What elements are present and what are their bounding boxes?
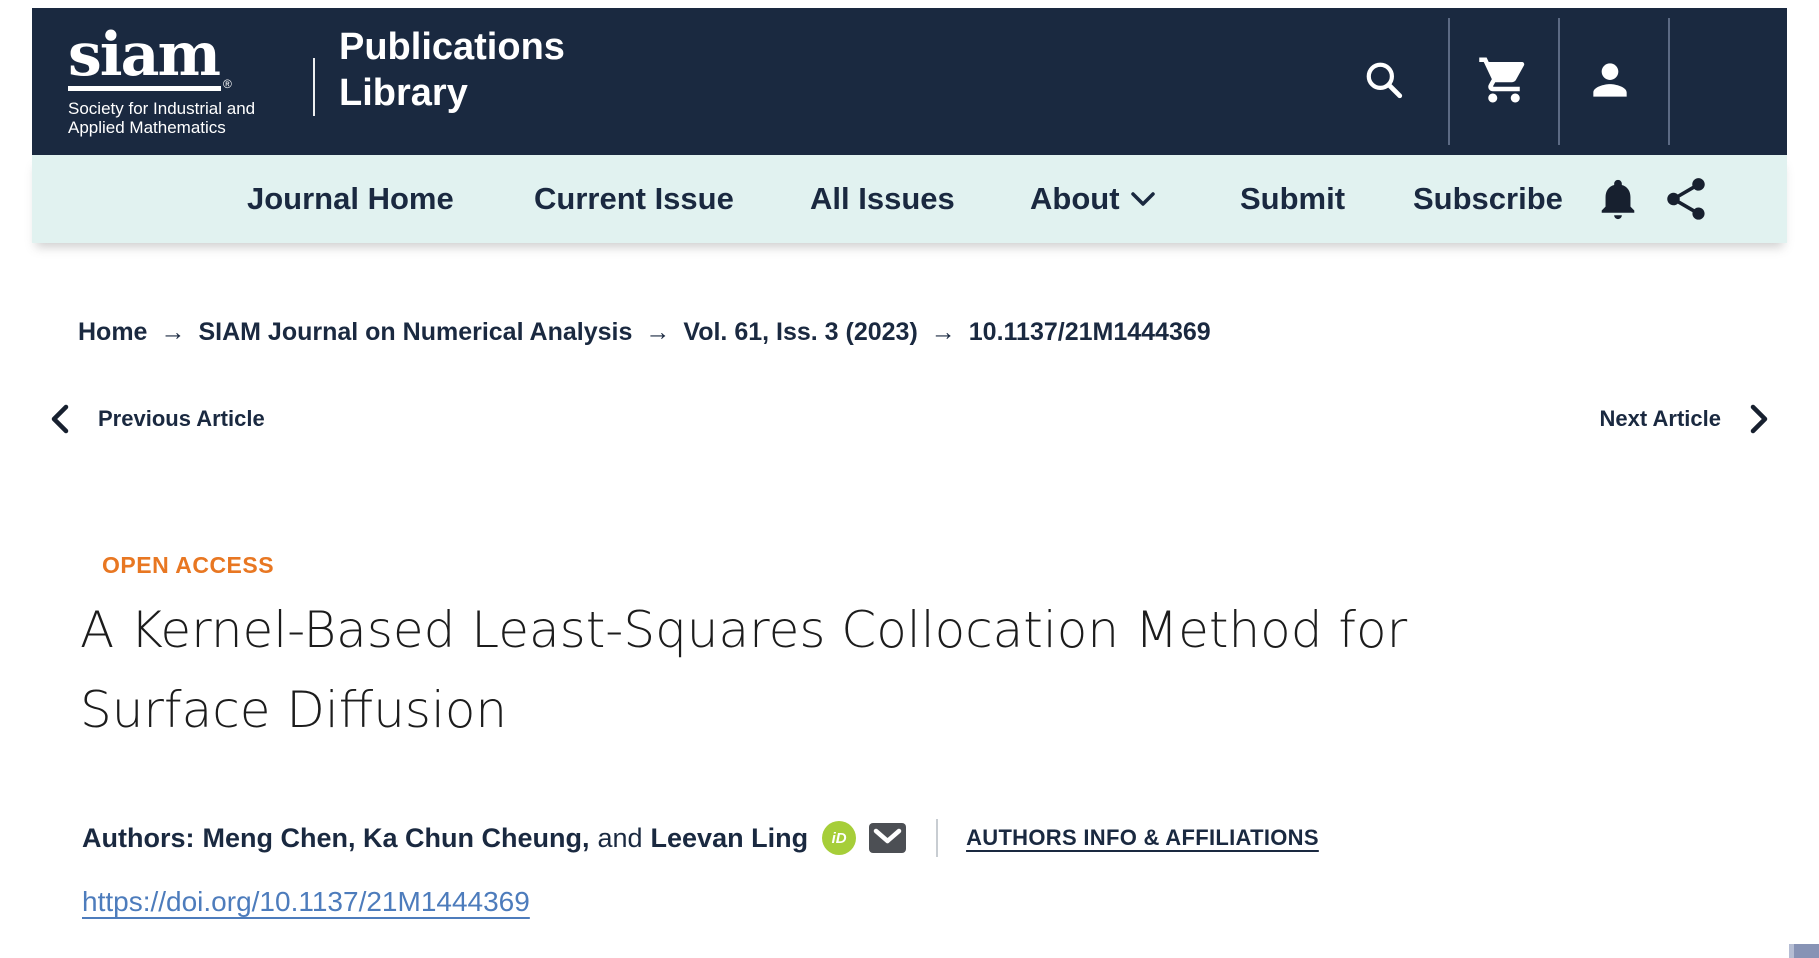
user-icon — [1585, 55, 1635, 105]
next-article-label: Next Article — [1599, 406, 1721, 431]
article-title: A Kernel-Based Least-Squares Collocation… — [80, 590, 1580, 750]
chevron-down-icon — [1130, 191, 1156, 207]
search-button[interactable] — [1360, 56, 1408, 104]
previous-article-label: Previous Article — [98, 406, 265, 431]
siam-logo[interactable]: siam ® Society for Industrial and Applied… — [68, 20, 256, 137]
chevron-right-icon — [1749, 404, 1770, 434]
envelope-icon — [869, 823, 907, 853]
logo-divider — [313, 58, 315, 116]
share-button[interactable] — [1661, 155, 1711, 243]
breadcrumb: Home → SIAM Journal on Numerical Analysi… — [78, 318, 1211, 347]
nav-label: Subscribe — [1413, 181, 1563, 216]
authors-conjunction: and — [597, 822, 643, 853]
article-title-line2: Surface Diffusion — [80, 681, 508, 739]
article-title-line1: A Kernel-Based Least-Squares Collocation… — [80, 601, 1408, 659]
site-title-link[interactable]: Publications Library — [339, 24, 565, 116]
breadcrumb-arrow-icon: → — [160, 318, 186, 346]
authors-divider — [936, 819, 939, 857]
share-icon — [1661, 174, 1711, 224]
chevron-left-icon — [49, 404, 70, 434]
doi-link[interactable]: https://doi.org/10.1137/21M1444369 — [82, 886, 530, 917]
breadcrumb-arrow-icon: → — [645, 318, 671, 346]
nav-subscribe[interactable]: Subscribe — [1413, 155, 1563, 243]
breadcrumb-issue[interactable]: Vol. 61, Iss. 3 (2023) — [683, 318, 918, 346]
site-title-line1: Publications — [339, 26, 565, 68]
cart-button[interactable] — [1476, 52, 1532, 108]
search-icon — [1362, 58, 1406, 102]
bell-icon — [1595, 174, 1641, 224]
header-icon-divider — [1448, 18, 1450, 145]
cart-icon — [1477, 53, 1531, 107]
email-author-button[interactable] — [869, 823, 907, 853]
header-band: siam ® Society for Industrial and Applied… — [32, 8, 1787, 243]
header-icon-divider — [1558, 18, 1560, 145]
breadcrumb-doi-current: 10.1137/21M1444369 — [968, 318, 1211, 346]
nav-label: Current Issue — [534, 181, 734, 216]
open-access-badge: OPEN ACCESS — [102, 552, 275, 578]
nav-label: Journal Home — [247, 181, 454, 216]
breadcrumb-journal[interactable]: SIAM Journal on Numerical Analysis — [198, 318, 633, 346]
nav-all-issues[interactable]: All Issues — [810, 155, 955, 243]
partial-corner-widget[interactable] — [1789, 944, 1819, 958]
nav-label: Submit — [1240, 181, 1346, 216]
author-names-group2[interactable]: Leevan Ling — [650, 822, 809, 853]
top-header-bar: siam ® Society for Industrial and Applied… — [32, 8, 1787, 155]
author-names-group1[interactable]: Meng Chen, Ka Chun Cheung, — [202, 822, 590, 853]
siam-logo-wordmark: siam — [68, 20, 221, 91]
registered-mark: ® — [222, 77, 232, 91]
nav-journal-home[interactable]: Journal Home — [247, 155, 454, 243]
alerts-button[interactable] — [1595, 155, 1641, 243]
breadcrumb-arrow-icon: → — [930, 318, 956, 346]
nav-about[interactable]: About — [1030, 155, 1156, 243]
journal-nav-bar: Journal Home Current Issue All Issues Ab… — [32, 155, 1787, 243]
account-button[interactable] — [1584, 54, 1636, 106]
nav-submit[interactable]: Submit — [1240, 155, 1345, 243]
header-icon-divider — [1668, 18, 1670, 145]
site-title-line2: Library — [339, 72, 468, 114]
authors-info-affiliations-link[interactable]: AUTHORS INFO & AFFILIATIONS — [966, 825, 1319, 850]
previous-article-link[interactable]: Previous Article — [49, 404, 265, 434]
nav-label: About — [1030, 181, 1120, 216]
logo-tagline-line1: Society for Industrial and — [68, 99, 256, 118]
authors-label: Authors: — [82, 822, 195, 853]
logo-tagline-line2: Applied Mathematics — [68, 118, 226, 137]
breadcrumb-home[interactable]: Home — [78, 318, 148, 346]
nav-current-issue[interactable]: Current Issue — [534, 155, 734, 243]
next-article-link[interactable]: Next Article — [1600, 404, 1770, 434]
orcid-icon[interactable]: iD — [822, 821, 857, 855]
nav-label: All Issues — [810, 181, 955, 216]
authors-row: Authors: Meng Chen, Ka Chun Cheung, and … — [82, 814, 1319, 862]
